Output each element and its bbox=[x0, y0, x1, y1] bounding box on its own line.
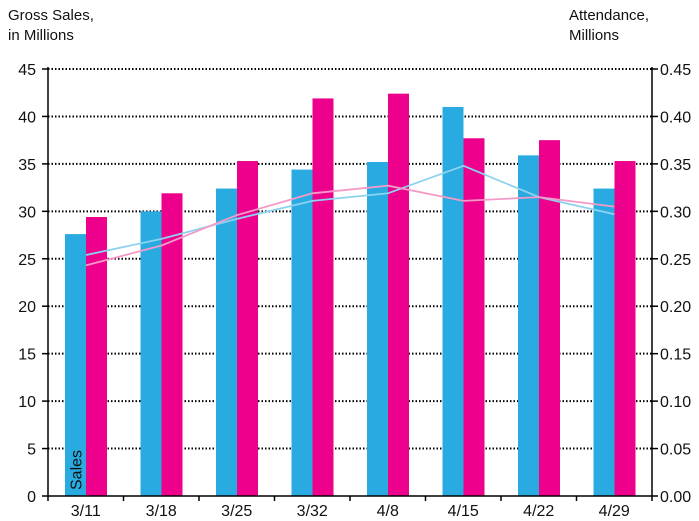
left-tick-label: 45 bbox=[18, 62, 36, 79]
left-tick-label: 10 bbox=[18, 394, 36, 411]
left-tick-label: 20 bbox=[18, 299, 36, 316]
right-tick-label: 0.10 bbox=[660, 394, 691, 411]
left-tick-label: 40 bbox=[18, 109, 36, 126]
left-axis-title: Gross Sales, in Millions bbox=[8, 7, 94, 44]
attendance-line-2 bbox=[85, 184, 615, 267]
right-tick-label: 0.35 bbox=[660, 157, 691, 174]
bar-series-label: Sales bbox=[69, 450, 86, 490]
attendance-line-1 bbox=[85, 164, 615, 256]
x-tick-label: 3/11 bbox=[71, 503, 101, 520]
bar-series1-4/22 bbox=[518, 155, 539, 497]
x-tick-label: 4/29 bbox=[599, 503, 630, 520]
bar-series1-3/18 bbox=[140, 211, 162, 497]
bar-series1-4/8 bbox=[367, 161, 388, 497]
left-tick-label: 35 bbox=[18, 157, 36, 174]
x-tick-label: 4/15 bbox=[448, 503, 479, 520]
bar-series1-3/11 bbox=[65, 234, 86, 496]
bar-series2-3/32 bbox=[312, 98, 334, 496]
x-tick-label: 4/8 bbox=[377, 503, 399, 520]
bar-series2-3/11 bbox=[86, 217, 107, 496]
bar-series2-4/22 bbox=[539, 140, 560, 496]
bar-series2-4/15 bbox=[463, 138, 485, 496]
bar-series2-4/8 bbox=[388, 93, 409, 496]
left-tick-label: 25 bbox=[18, 252, 36, 269]
right-tick-label: 0.05 bbox=[660, 442, 691, 459]
right-tick-label: 0.00 bbox=[660, 489, 691, 506]
x-tick-label: 4/22 bbox=[523, 503, 554, 520]
left-tick-label: 30 bbox=[18, 204, 36, 221]
left-tick-label: 5 bbox=[27, 442, 36, 459]
right-tick-label: 0.25 bbox=[660, 252, 691, 269]
right-tick-label: 0.40 bbox=[660, 109, 691, 126]
bar-series1-3/25 bbox=[216, 188, 237, 496]
right-tick-label: 0.45 bbox=[660, 62, 691, 79]
left-tick-label: 0 bbox=[27, 489, 36, 506]
bar-series1-4/29 bbox=[593, 188, 615, 496]
right-tick-label: 0.20 bbox=[660, 299, 691, 316]
bar-series2-3/25 bbox=[237, 161, 258, 496]
right-tick-label: 0.15 bbox=[660, 347, 691, 364]
right-tick-label: 0.30 bbox=[660, 204, 691, 221]
bar-series2-4/29 bbox=[614, 161, 636, 496]
right-axis-title: Attendance, Millions bbox=[569, 7, 650, 44]
bar-series2-3/18 bbox=[161, 193, 183, 496]
left-tick-label: 15 bbox=[18, 347, 36, 364]
bar-series1-4/15 bbox=[442, 106, 464, 496]
x-tick-label: 3/18 bbox=[146, 503, 177, 520]
bar-series1-3/32 bbox=[291, 169, 313, 497]
x-tick-label: 3/32 bbox=[297, 503, 328, 520]
x-tick-label: 3/25 bbox=[221, 503, 252, 520]
